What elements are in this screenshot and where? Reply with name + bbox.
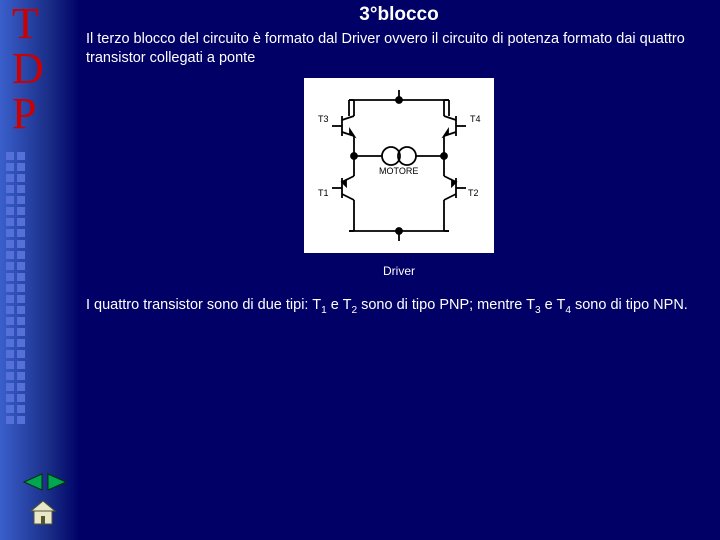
- slide-content: 3°blocco Il terzo blocco del circuito è …: [86, 4, 712, 327]
- home-button[interactable]: [28, 497, 58, 532]
- figure-caption: Driver: [86, 264, 712, 278]
- slide-paragraph-1: Il terzo blocco del circuito è formato d…: [86, 30, 712, 68]
- next-arrow-icon[interactable]: [46, 470, 70, 494]
- sidebar-letter-d: D: [12, 47, 44, 92]
- slide-title: 3°blocco: [86, 4, 712, 26]
- circuit-label-t2: T2: [468, 188, 479, 198]
- slide-paragraph-2: I quattro transistor sono di due tipi: T…: [86, 296, 712, 317]
- circuit-label-t1: T1: [318, 188, 329, 198]
- circuit-label-motor: MOTORE: [379, 166, 418, 176]
- sidebar-decor-squares: [6, 152, 32, 427]
- p2-mid3: e T: [541, 297, 566, 313]
- p2-end: sono di tipo NPN.: [571, 297, 688, 313]
- sidebar-letter-t: T: [12, 2, 44, 47]
- p2-mid2: sono di tipo PNP; mentre T: [357, 297, 535, 313]
- p2-mid1: e T: [327, 297, 352, 313]
- home-icon: [28, 497, 58, 527]
- circuit-diagram: T3 T4 T1 T2 MOTORE: [304, 78, 494, 253]
- nav-arrows: [20, 470, 70, 494]
- circuit-label-t4: T4: [470, 114, 481, 124]
- sidebar-acronym: T D P: [12, 2, 44, 137]
- figure-wrapper: T3 T4 T1 T2 MOTORE Driver: [86, 78, 712, 278]
- sidebar-letter-p: P: [12, 92, 44, 137]
- p2-pre: I quattro transistor sono di due tipi: T: [86, 297, 321, 313]
- circuit-label-t3: T3: [318, 114, 329, 124]
- sidebar: T D P: [0, 0, 80, 540]
- prev-arrow-icon[interactable]: [20, 470, 44, 494]
